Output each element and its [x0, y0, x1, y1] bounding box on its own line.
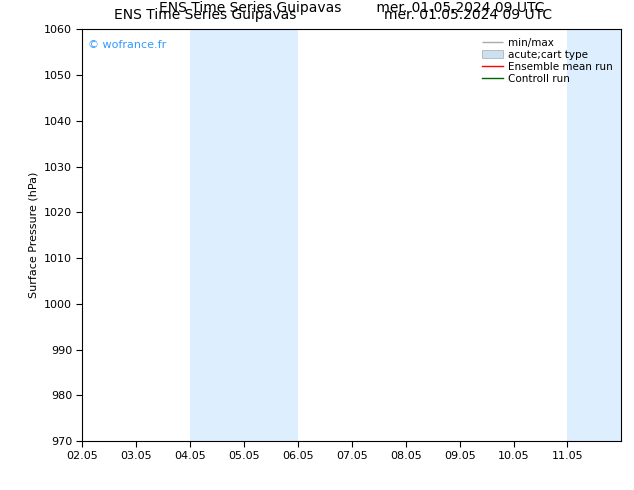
Legend: min/max, acute;cart type, Ensemble mean run, Controll run: min/max, acute;cart type, Ensemble mean …: [479, 35, 616, 87]
Text: © wofrance.fr: © wofrance.fr: [87, 40, 166, 49]
Bar: [190, 29, 244, 441]
Text: ENS Time Series Guipavas: ENS Time Series Guipavas: [114, 8, 297, 22]
Text: ENS Time Series Guipavas        mer. 01.05.2024 09 UTC: ENS Time Series Guipavas mer. 01.05.2024…: [159, 1, 545, 15]
Bar: [244, 29, 298, 441]
Y-axis label: Surface Pressure (hPa): Surface Pressure (hPa): [29, 172, 38, 298]
Text: mer. 01.05.2024 09 UTC: mer. 01.05.2024 09 UTC: [384, 8, 552, 22]
Bar: [567, 29, 621, 441]
